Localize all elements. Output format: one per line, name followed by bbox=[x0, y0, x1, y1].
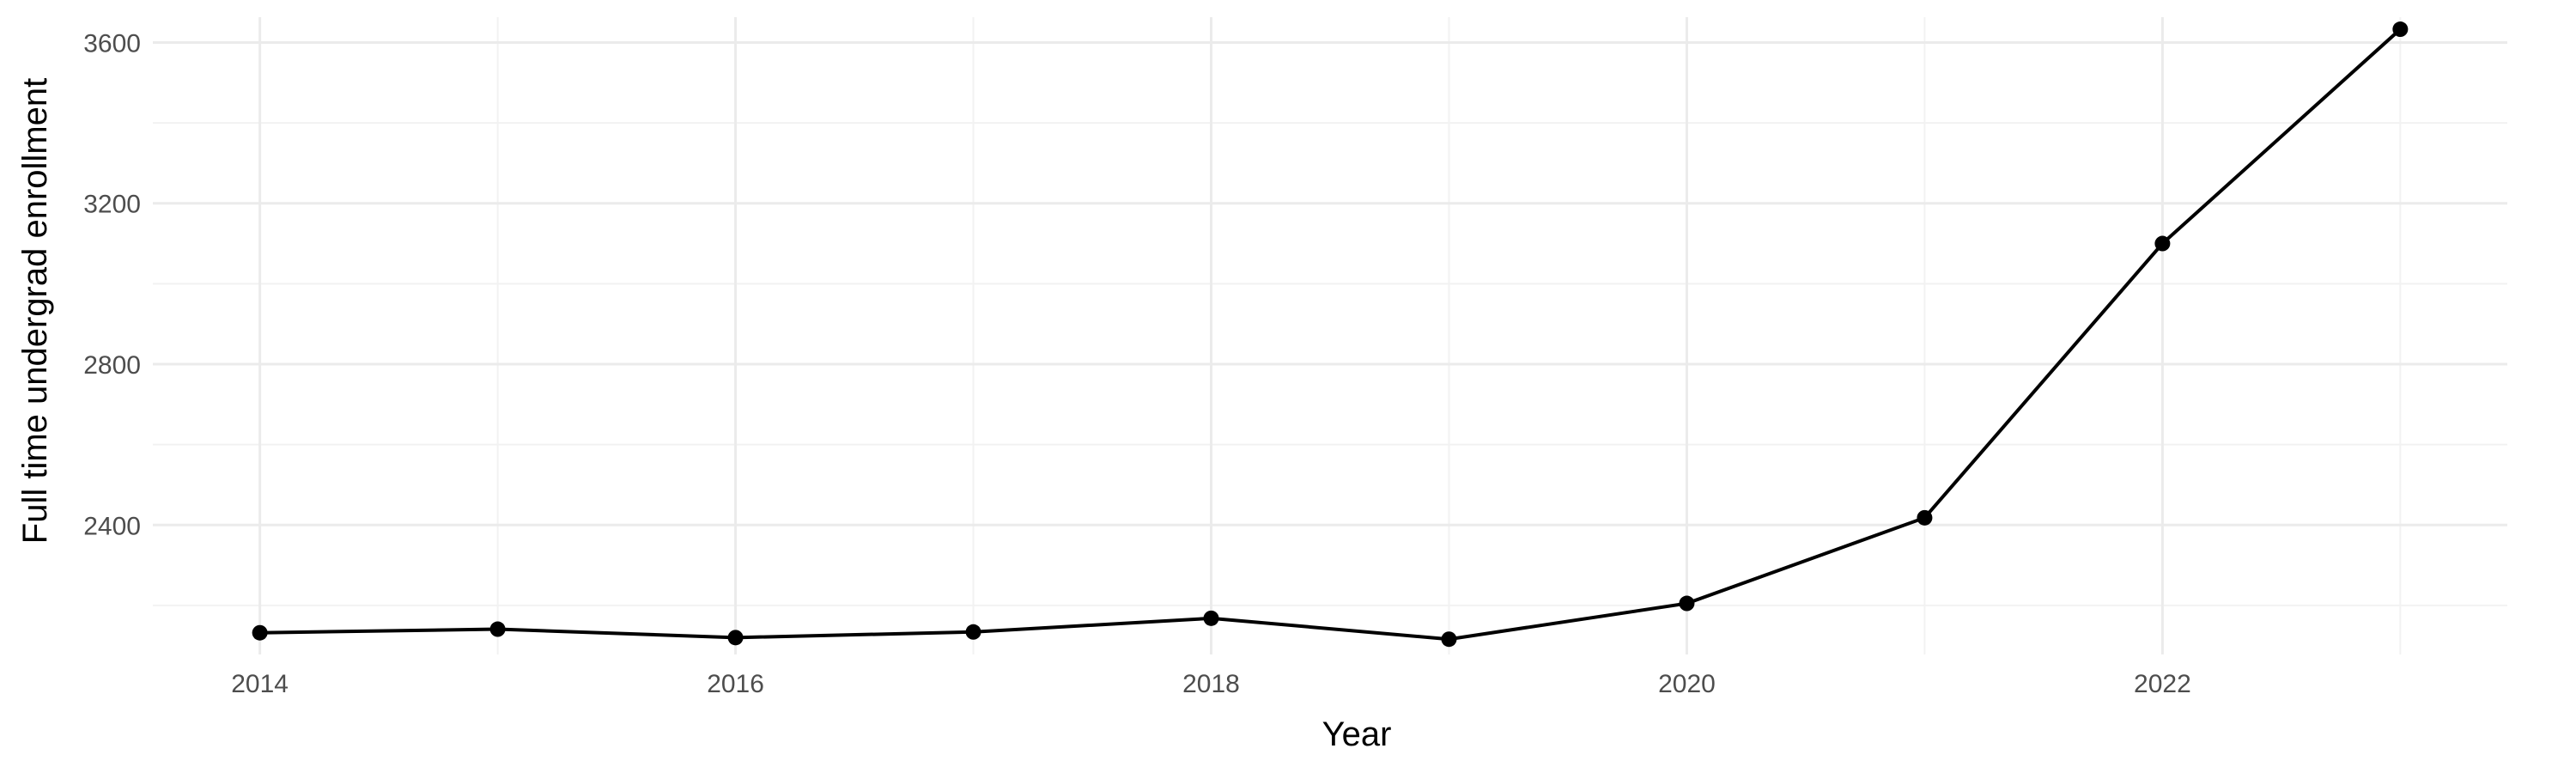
y-tick-label: 3200 bbox=[83, 191, 141, 219]
y-axis-ticks: 2400 2800 3200 3600 bbox=[83, 29, 141, 540]
data-point bbox=[2392, 21, 2409, 38]
y-tick-label: 3600 bbox=[83, 29, 141, 58]
x-tick-label: 2014 bbox=[231, 670, 289, 698]
grid bbox=[153, 17, 2507, 654]
y-tick-label: 2400 bbox=[83, 512, 141, 540]
data-point bbox=[252, 624, 268, 641]
data-point bbox=[1679, 595, 1695, 612]
data-points bbox=[252, 21, 2409, 648]
data-point bbox=[2154, 235, 2171, 252]
y-axis-title: Full time undergrad enrollment bbox=[16, 78, 54, 544]
x-tick-label: 2022 bbox=[2134, 670, 2191, 698]
data-point bbox=[1441, 631, 1457, 648]
data-point bbox=[965, 624, 981, 640]
x-axis-title: Year bbox=[1322, 715, 1392, 753]
data-point bbox=[1203, 610, 1219, 626]
data-point bbox=[489, 621, 506, 637]
x-tick-label: 2018 bbox=[1182, 670, 1240, 698]
series-layer bbox=[259, 27, 2402, 642]
y-tick-label: 2800 bbox=[83, 351, 141, 380]
data-point bbox=[1917, 509, 1933, 526]
data-point bbox=[727, 630, 744, 646]
x-tick-label: 2016 bbox=[707, 670, 764, 698]
x-tick-label: 2020 bbox=[1658, 670, 1716, 698]
series-line bbox=[259, 27, 2402, 642]
x-axis-ticks: 2014 2016 2018 2020 2022 bbox=[231, 670, 2191, 698]
